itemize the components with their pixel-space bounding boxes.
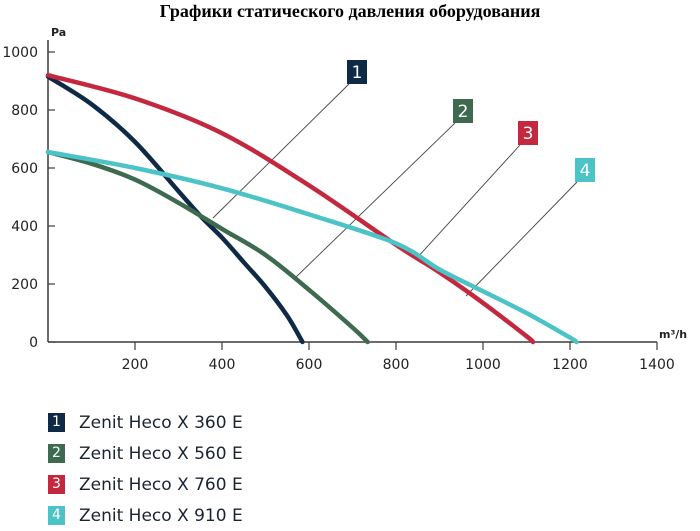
series-badge-4 (575, 158, 595, 182)
legend-label: Zenit Heco X 360 E (79, 412, 243, 433)
series-line-3 (45, 72, 536, 345)
series-badge-number: 3 (523, 124, 534, 144)
y-axis-unit: Pa (51, 26, 66, 39)
series-badge-1 (347, 60, 367, 84)
x-tick-label: 800 (383, 357, 410, 373)
legend-label: Zenit Heco X 560 E (79, 443, 243, 464)
legend-item: 4 Zenit Heco X 910 E (48, 500, 243, 531)
legend-badge: 1 (48, 413, 65, 432)
series-badge-number: 2 (458, 102, 469, 122)
series-line-2 (45, 149, 370, 345)
y-tick-label: 800 (11, 103, 38, 119)
legend-badge: 3 (48, 475, 65, 494)
y-tick-label: 400 (11, 219, 38, 235)
x-tick-label: 1200 (552, 357, 588, 373)
y-tick-label: 200 (11, 277, 38, 293)
series-badge-3 (518, 121, 538, 145)
x-tick-label: 200 (122, 357, 149, 373)
x-tick-label: 600 (296, 357, 323, 373)
series-line-1 (45, 74, 305, 345)
legend-badge: 2 (48, 444, 65, 463)
series-badge-2 (453, 99, 473, 123)
chart-title: Графики статического давления оборудован… (159, 1, 541, 21)
legend-item: 1 Zenit Heco X 360 E (48, 407, 243, 438)
leader-line-3 (415, 144, 521, 260)
x-axis-unit: m³/h (659, 328, 687, 341)
x-tick-label: 1400 (639, 357, 675, 373)
y-tick-label: 600 (11, 161, 38, 177)
legend-badge: 4 (48, 506, 65, 525)
series-badge-number: 4 (580, 161, 591, 181)
leader-line-4 (465, 181, 578, 297)
legend-item: 2 Zenit Heco X 560 E (48, 438, 243, 469)
legend-item: 3 Zenit Heco X 760 E (48, 469, 243, 500)
x-tick-label: 400 (209, 357, 236, 373)
y-tick-label: 1000 (2, 45, 38, 61)
series-line-4 (45, 149, 579, 345)
leader-line-1 (212, 83, 350, 219)
x-tick-label: 1000 (465, 357, 501, 373)
y-tick-label: 0 (29, 335, 38, 351)
leader-line-2 (293, 122, 456, 280)
legend-label: Zenit Heco X 910 E (79, 505, 243, 526)
series-badge-number: 1 (352, 63, 363, 83)
legend-label: Zenit Heco X 760 E (79, 474, 243, 495)
chart: 200 400 600 800 1000 1200 1400 0 200 400 600 800 100… (2, 26, 687, 373)
